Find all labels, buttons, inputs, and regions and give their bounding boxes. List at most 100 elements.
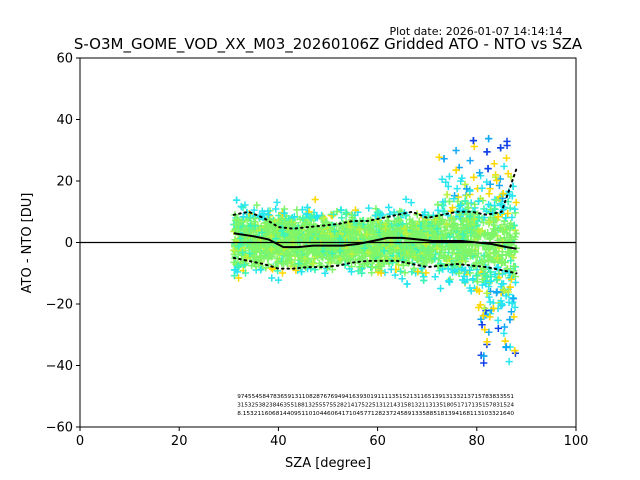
data-point (243, 254, 252, 262)
data-point (445, 277, 453, 285)
stat-row: 8.15321160681440951101044606417104577128… (237, 411, 514, 417)
data-point (295, 250, 304, 259)
data-point (355, 263, 364, 271)
data-point (433, 225, 441, 233)
data-point (504, 288, 512, 296)
data-point (512, 229, 520, 238)
data-point (445, 172, 454, 181)
data-point (401, 269, 409, 277)
data-point (452, 224, 460, 233)
data-point (494, 324, 502, 332)
data-point (251, 214, 260, 223)
data-point (431, 273, 439, 281)
data-point (493, 254, 501, 262)
data-point (436, 284, 445, 293)
data-point (470, 225, 478, 234)
data-point (470, 142, 478, 151)
data-point (483, 148, 491, 156)
data-point (377, 269, 385, 277)
data-point (277, 227, 286, 235)
data-point (511, 205, 519, 213)
data-point (435, 267, 443, 275)
data-point (303, 231, 311, 239)
data-point (403, 280, 411, 288)
data-point (326, 245, 335, 254)
data-point (480, 304, 489, 313)
data-point (241, 261, 249, 269)
data-point (440, 207, 449, 215)
data-point (455, 232, 463, 241)
data-point (491, 270, 499, 279)
data-point (290, 260, 299, 269)
data-point (498, 257, 506, 266)
data-point (364, 247, 372, 256)
data-point (505, 358, 513, 366)
data-point (511, 278, 520, 287)
data-point (500, 329, 508, 337)
data-point (274, 258, 282, 267)
data-point (246, 249, 254, 258)
data-point (293, 206, 301, 214)
data-point (275, 233, 284, 241)
data-point (497, 144, 505, 152)
data-point (462, 192, 471, 200)
x-tick-label: 100 (564, 434, 589, 449)
data-point (447, 265, 455, 274)
data-point (320, 231, 328, 239)
data-point (367, 224, 375, 233)
data-point (269, 228, 278, 237)
y-tick-label: −40 (46, 359, 73, 374)
data-point (492, 289, 501, 297)
data-point (337, 206, 345, 214)
data-point (478, 321, 486, 329)
data-point (491, 205, 499, 213)
data-point (502, 154, 511, 162)
data-point (497, 300, 505, 308)
data-point (466, 250, 475, 259)
data-point (485, 293, 493, 301)
data-point (493, 276, 501, 284)
data-point (502, 214, 510, 222)
data-point (272, 205, 280, 213)
data-point (345, 228, 354, 236)
data-point (471, 200, 479, 208)
data-point (372, 264, 380, 272)
data-point (368, 263, 376, 271)
data-point (280, 209, 288, 217)
data-point (482, 272, 490, 280)
data-point (246, 213, 254, 222)
data-point (506, 274, 515, 282)
data-point (458, 217, 466, 225)
data-point (438, 215, 446, 224)
data-point (253, 201, 261, 209)
data-point (427, 252, 435, 260)
data-point (475, 213, 483, 221)
data-point (476, 169, 484, 177)
data-point (511, 303, 519, 311)
data-point (303, 203, 311, 212)
data-point (484, 200, 493, 209)
statistic-lines (232, 167, 518, 275)
data-point (472, 259, 480, 267)
x-tick-label: 60 (369, 434, 386, 449)
data-point (422, 256, 430, 264)
data-point (387, 265, 395, 273)
data-point (474, 249, 482, 258)
data-point (498, 280, 506, 288)
data-point (420, 232, 428, 240)
data-point (461, 266, 470, 274)
y-tick-label: 0 (65, 236, 73, 251)
data-point (385, 217, 393, 225)
stat-row: 3153253823846355188132555755282141752251… (237, 402, 514, 408)
data-point (478, 184, 486, 192)
data-point (506, 283, 514, 291)
data-point (301, 219, 310, 227)
data-point (456, 211, 464, 219)
data-point (397, 267, 405, 275)
data-point (445, 278, 454, 286)
data-point (478, 257, 486, 265)
series-median (233, 232, 517, 250)
data-point (268, 252, 276, 261)
data-point (422, 247, 430, 256)
data-point (263, 243, 271, 251)
